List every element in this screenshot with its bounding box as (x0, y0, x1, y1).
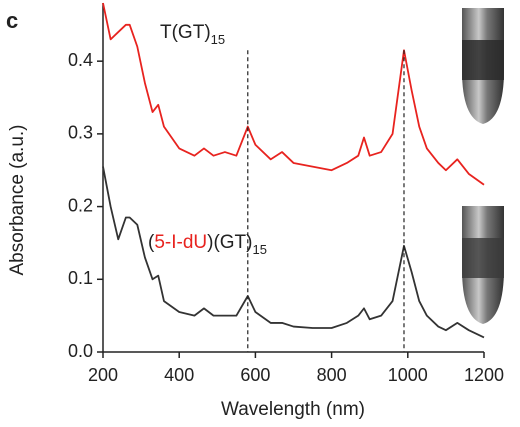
annotation-part: ( (148, 232, 155, 253)
line-series (102, 2, 485, 186)
annotation-part: )(GT) (207, 232, 252, 253)
y-tick-label: 0.2 (68, 195, 93, 215)
tube-photo (452, 4, 514, 126)
x-tick-label: 800 (317, 365, 347, 385)
x-tick-label: 200 (88, 365, 118, 385)
y-tick-label: 0.0 (68, 341, 93, 361)
annotation-part: 15 (211, 32, 225, 47)
y-tick-label: 0.1 (68, 268, 93, 288)
x-tick-label: 600 (240, 365, 270, 385)
x-axis-title: Wavelength (nm) (221, 399, 365, 420)
annotation-part: 5-I-dU (154, 232, 207, 253)
x-tick-label: 1200 (464, 365, 504, 385)
y-tick-label: 0.4 (68, 50, 93, 70)
annotation-part: 15 (253, 242, 267, 257)
line-series (102, 166, 485, 339)
annotation-part: T(GT) (160, 22, 211, 43)
annotation: (5-I-dU)(GT)15 (148, 232, 267, 257)
tube-photo (462, 206, 504, 324)
y-tick-label: 0.3 (68, 123, 93, 143)
annotation: T(GT)15 (160, 22, 225, 47)
y-axis-title: Absorbance (a.u.) (7, 124, 28, 275)
panel-label: c (6, 8, 18, 33)
x-tick-label: 400 (164, 365, 194, 385)
x-tick-label: 1000 (388, 365, 428, 385)
